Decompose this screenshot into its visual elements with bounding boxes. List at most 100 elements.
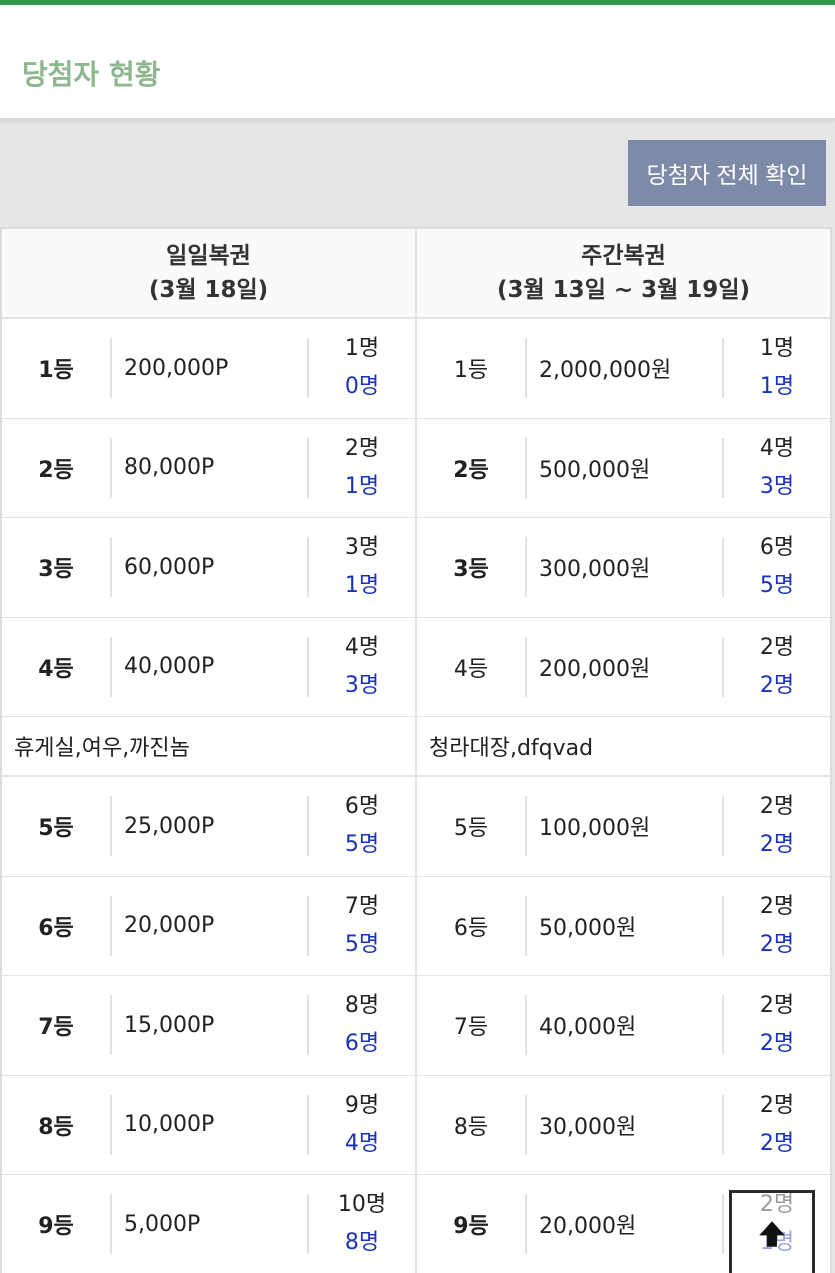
prize-amount: 200,000원	[539, 656, 651, 682]
prize-amount: 40,000P	[124, 654, 215, 680]
divider	[307, 338, 309, 399]
total-count: 6명	[759, 535, 795, 561]
winner-counts: 4명 3명	[724, 430, 830, 506]
won-count: 1명	[344, 573, 380, 599]
page-title: 당첨자 현황	[22, 58, 161, 91]
winner-counts: 2명 2명	[724, 987, 830, 1063]
winner-counts: 2명 2명	[724, 788, 830, 864]
divider	[110, 895, 112, 956]
winner-counts: 2명 2명	[724, 629, 830, 705]
divider	[525, 437, 527, 498]
total-count: 2명	[759, 993, 795, 1019]
weekly-prize-cell: 5등 100,000원 2명 2명	[415, 777, 830, 876]
daily-column-header: 일일복권 (3월 18일)	[2, 229, 415, 317]
won-count: 2명	[759, 672, 795, 698]
daily-prize-cell: 2등 80,000P 2명 1명	[2, 419, 415, 518]
prize-amount: 200,000P	[124, 355, 229, 381]
divider	[110, 636, 112, 697]
total-count: 4명	[344, 634, 380, 660]
divider	[110, 995, 112, 1056]
weekly-prize-cell: 7등 40,000원 2명 2명	[415, 976, 830, 1075]
total-count: 2명	[759, 794, 795, 820]
total-count: 1명	[759, 336, 795, 362]
winner-counts: 7명 5명	[309, 888, 415, 964]
table-row: 3등 60,000P 3명 1명 3등 300,000원 6명 5명	[2, 518, 830, 618]
rank-label: 9등	[453, 1214, 489, 1240]
rank-label: 1등	[453, 358, 489, 384]
weekly-prize-cell: 8등 30,000원 2명 2명	[415, 1075, 830, 1174]
prize-amount: 10,000P	[124, 1112, 215, 1138]
weekly-period: (3월 13일 ~ 3월 19일)	[497, 277, 750, 303]
weekly-column-header: 주간복권 (3월 13일 ~ 3월 19일)	[415, 229, 830, 317]
winner-counts: 6명 5명	[724, 529, 830, 605]
total-count: 2명	[759, 634, 795, 660]
daily-prize-cell: 9등 5,000P 10명 8명	[2, 1175, 415, 1273]
daily-prize-cell: 4등 40,000P 4명 3명	[2, 618, 415, 717]
won-count: 1명	[344, 473, 380, 499]
divider	[525, 1194, 527, 1255]
weekly-prize-cell: 2등 500,000원 4명 3명	[415, 418, 830, 517]
prize-amount: 15,000P	[124, 1012, 215, 1038]
scroll-top-button[interactable]	[729, 1190, 815, 1273]
total-count: 1명	[344, 336, 380, 362]
divider	[722, 437, 724, 498]
daily-prize-cell: 3등 60,000P 3명 1명	[2, 518, 415, 617]
total-count: 6명	[344, 794, 380, 820]
winner-counts: 6명 5명	[309, 788, 415, 864]
prize-amount: 30,000원	[539, 1114, 637, 1140]
divider	[307, 995, 309, 1056]
total-count: 3명	[344, 535, 380, 561]
divider	[525, 796, 527, 857]
divider	[525, 338, 527, 399]
table-row: 6등 20,000P 7명 5명 6등 50,000원 2명 2명	[2, 876, 830, 976]
daily-prize-cell: 8등 10,000P 9명 4명	[2, 1076, 415, 1175]
winner-names-row: 휴게실,여우,까진놈 청라대장,dfqvad	[2, 717, 830, 777]
won-count: 8명	[344, 1230, 380, 1256]
won-count: 3명	[344, 672, 380, 698]
divider	[525, 895, 527, 956]
weekly-winner-names: 청라대장,dfqvad	[415, 717, 830, 775]
divider	[307, 796, 309, 857]
winners-table: 일일복권 (3월 18일) 주간복권 (3월 13일 ~ 3월 19일) 1등 2…	[0, 227, 832, 1273]
rank-label: 5등	[38, 816, 74, 842]
rank-label: 8등	[453, 1114, 489, 1140]
divider	[110, 1094, 112, 1155]
divider	[307, 895, 309, 956]
total-count: 9명	[344, 1092, 380, 1118]
table-body: 1등 200,000P 1명 0명 1등 2,000,000원 1명 1명 2등 80,000P 2…	[2, 319, 830, 1273]
daily-prize-cell: 7등 15,000P 8명 6명	[2, 976, 415, 1075]
divider	[525, 1094, 527, 1155]
total-count: 8명	[344, 993, 380, 1019]
won-count: 2명	[759, 1031, 795, 1057]
rank-label: 6등	[38, 915, 74, 941]
divider	[722, 995, 724, 1056]
prize-amount: 2,000,000원	[539, 358, 672, 384]
prize-amount: 20,000원	[539, 1214, 637, 1240]
won-count: 5명	[759, 573, 795, 599]
weekly-prize-cell: 1등 2,000,000원 1명 1명	[415, 319, 830, 418]
prize-amount: 40,000원	[539, 1015, 637, 1041]
won-count: 5명	[344, 931, 380, 957]
divider	[722, 895, 724, 956]
divider	[722, 338, 724, 399]
prize-amount: 80,000P	[124, 455, 215, 481]
won-count: 0명	[344, 374, 380, 400]
divider	[307, 437, 309, 498]
daily-title: 일일복권	[166, 243, 251, 269]
view-all-winners-button[interactable]: 당첨자 전체 확인	[628, 140, 826, 206]
total-count: 2명	[759, 1092, 795, 1118]
divider	[722, 537, 724, 598]
prize-amount: 100,000원	[539, 816, 651, 842]
daily-period: (3월 18일)	[148, 277, 269, 303]
daily-prize-cell: 1등 200,000P 1명 0명	[2, 319, 415, 418]
divider	[722, 796, 724, 857]
rank-label: 4등	[38, 656, 74, 682]
divider	[722, 1094, 724, 1155]
top-bar: 당첨자 현황	[0, 0, 835, 120]
total-count: 2명	[344, 435, 380, 461]
prize-amount: 60,000P	[124, 554, 215, 580]
table-row: 4등 40,000P 4명 3명 4등 200,000원 2명 2명	[2, 617, 830, 717]
rank-label: 7등	[453, 1015, 489, 1041]
rank-label: 2등	[453, 457, 489, 483]
